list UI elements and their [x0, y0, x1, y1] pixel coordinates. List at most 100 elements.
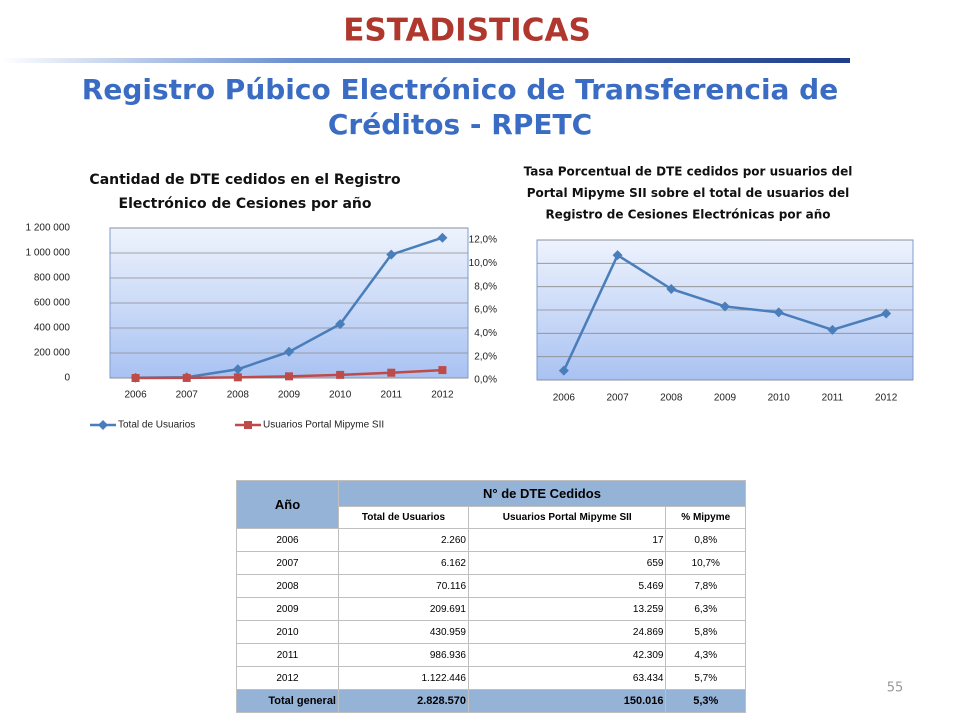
y-tick-label: 12,0% [469, 235, 497, 246]
marker [182, 373, 191, 382]
x-tick-label: 2006 [553, 393, 576, 404]
x-tick-label: 2009 [714, 393, 737, 404]
x-tick-label: 2012 [875, 393, 898, 404]
table-row: Total general 2.828.570 150.016 5,3% [236, 689, 746, 713]
y-tick-label: 8,0% [474, 281, 497, 292]
table-cell: 2006 [236, 528, 339, 552]
table-cell: 2009 [236, 597, 339, 621]
table-cell: 209.691 [338, 597, 469, 621]
marker [437, 232, 448, 243]
chart-title: Portal Mipyme SII sobre el total de usua… [527, 186, 850, 200]
y-tick-label: 0,0% [474, 375, 497, 386]
table-cell: 7,8% [665, 574, 746, 598]
y-tick-label: 1 000 000 [26, 248, 71, 259]
table-cell: 150.016 [467, 689, 667, 713]
table-cell: 2.828.570 [338, 689, 469, 713]
marker [232, 364, 243, 375]
y-tick-label: 1 200 000 [26, 223, 71, 234]
marker [612, 250, 623, 261]
marker [244, 421, 252, 429]
page-number: 55 [887, 681, 904, 696]
marker [284, 346, 294, 357]
y-tick-label: 0 [64, 373, 70, 384]
table-cell: 2.260 [338, 528, 469, 552]
table-cell: 6,3% [665, 597, 746, 621]
table-row: 2011 986.936 42.309 4,3% [236, 643, 746, 667]
table-cell: 2007 [236, 551, 339, 575]
marker [285, 372, 293, 381]
table-cell: 2012 [236, 666, 339, 690]
marker [827, 324, 838, 335]
table-cell: 659 [467, 551, 667, 575]
legend-label: Total de Usuarios [118, 420, 195, 431]
marker [881, 308, 892, 319]
marker [131, 373, 140, 382]
table-cell: 5,7% [665, 666, 746, 690]
table-row: Año N° de DTE Cedidos [236, 480, 746, 529]
marker [98, 420, 108, 430]
x-tick-label: 2011 [381, 390, 403, 401]
table-cell: 24.869 [467, 620, 667, 644]
subtitle: Créditos - RPETC [328, 108, 592, 141]
y-tick-label: 400 000 [34, 323, 71, 334]
marker [773, 307, 784, 318]
table-cell: 13.259 [467, 597, 667, 621]
x-tick-label: 2007 [176, 390, 199, 401]
x-tick-label: 2010 [329, 390, 352, 401]
table-cell: 42.309 [467, 643, 667, 667]
table-cell: 5,8% [665, 620, 746, 644]
x-tick-label: 2007 [606, 393, 629, 404]
chart-title: Tasa Porcentual de DTE cedidos por usuar… [524, 165, 853, 179]
table-row: Total de Usuarios Usuarios Portal Mipyme … [237, 506, 746, 529]
table-cell: Año [236, 480, 339, 529]
y-tick-label: 2,0% [474, 351, 497, 362]
table-row: 2006 2.260 17 0,8% [236, 528, 746, 552]
y-tick-label: 4,0% [474, 328, 497, 339]
table-cell: 2008 [236, 574, 339, 598]
slide-title: ESTADISTICAS [343, 13, 591, 49]
marker [438, 366, 447, 375]
table-cell: 2010 [236, 620, 339, 644]
marker [233, 373, 242, 382]
table-row: 2007 6.162 659 10,7% [236, 551, 746, 575]
table-cell: N° de DTE Cedidos [338, 480, 746, 507]
table-cell: Usuarios Portal Mipyme SII [467, 506, 667, 529]
chart-title: Registro de Cesiones Electrónicas por añ… [545, 208, 830, 222]
table-cell: Total general [236, 689, 339, 713]
table-row: 2009 209.691 13.259 6,3% [236, 597, 746, 621]
table-cell: 4,3% [665, 643, 746, 667]
marker [387, 368, 396, 377]
y-tick-label: 6,0% [474, 305, 497, 316]
table-cell: 1.122.446 [338, 666, 469, 690]
chart-title: Cantidad de DTE cedidos en el Registro [89, 172, 401, 188]
marker [336, 370, 345, 379]
x-tick-label: 2010 [768, 393, 791, 404]
table-cell: 430.959 [338, 620, 469, 644]
title-rule [0, 58, 850, 63]
marker [558, 365, 569, 376]
table-cell: 5.469 [467, 574, 667, 598]
marker [386, 249, 397, 260]
table-cell: 986.936 [338, 643, 469, 667]
legend-label: Usuarios Portal Mipyme SII [263, 420, 384, 431]
x-tick-label: 2012 [431, 390, 454, 401]
table-cell: 63.434 [467, 666, 667, 690]
y-tick-label: 200 000 [34, 348, 71, 359]
marker [335, 319, 346, 330]
subtitle: Registro Púbico Electrónico de Transfere… [82, 73, 838, 106]
table-row: 2010 430.959 24.869 5,8% [236, 620, 746, 644]
data-table: Año N° de DTE Cedidos Total de Usuarios Usu… [236, 480, 746, 713]
x-tick-label: 2006 [124, 390, 147, 401]
marker [720, 301, 730, 312]
table-cell: 17 [467, 528, 667, 552]
table-cell: 6.162 [338, 551, 469, 575]
table-row: 2012 1.122.446 63.434 5,7% [236, 666, 746, 690]
marker [666, 284, 677, 294]
table-cell: 5,3% [665, 689, 746, 713]
y-tick-label: 600 000 [34, 298, 71, 309]
y-tick-label: 800 000 [34, 273, 71, 284]
table-cell: 70.116 [338, 574, 469, 598]
table-cell: 2011 [236, 643, 339, 667]
